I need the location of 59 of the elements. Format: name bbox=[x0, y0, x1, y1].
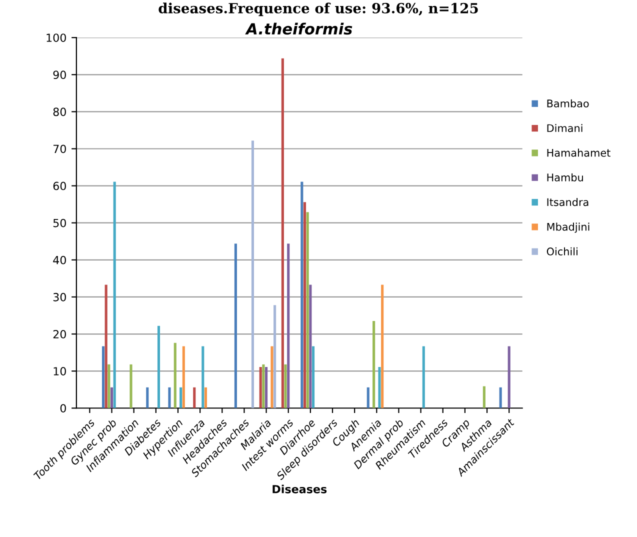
bar bbox=[499, 387, 502, 408]
bar bbox=[284, 364, 287, 408]
bar bbox=[262, 364, 265, 408]
bar bbox=[372, 321, 376, 408]
bar bbox=[102, 346, 105, 408]
bar bbox=[104, 284, 108, 408]
bar bbox=[259, 366, 262, 408]
y-tick-label: 70 bbox=[53, 144, 66, 154]
bar bbox=[270, 346, 274, 408]
bar bbox=[303, 202, 306, 408]
bar bbox=[146, 387, 149, 408]
bar bbox=[265, 366, 268, 408]
bar bbox=[157, 326, 160, 408]
bar bbox=[202, 346, 204, 408]
y-tick-label: 0 bbox=[60, 404, 66, 412]
legend-label: Mbadjini bbox=[547, 222, 590, 233]
bar bbox=[306, 212, 309, 408]
chart-title: A.theiformis bbox=[245, 22, 352, 35]
bar bbox=[281, 58, 284, 408]
bar bbox=[378, 366, 381, 408]
bar bbox=[309, 284, 312, 408]
x-axis-title: Diseases bbox=[272, 484, 327, 494]
y-tick-label: 10 bbox=[54, 367, 66, 376]
bar bbox=[182, 346, 185, 408]
y-tick-label: 80 bbox=[53, 108, 66, 116]
bar bbox=[482, 386, 486, 408]
bar bbox=[130, 364, 132, 408]
legend-label: Hamahamet bbox=[547, 148, 610, 157]
y-tick-label: 60 bbox=[53, 182, 66, 190]
bar bbox=[300, 182, 304, 408]
y-tick-label: 40 bbox=[53, 256, 66, 264]
bar bbox=[508, 346, 510, 408]
bar bbox=[251, 140, 254, 408]
legend-label: Itsandra bbox=[547, 198, 588, 206]
y-tick-label: 30 bbox=[53, 292, 66, 302]
y-tick-label: 50 bbox=[53, 218, 66, 228]
bar bbox=[422, 346, 425, 408]
legend-label: Hambu bbox=[547, 173, 583, 182]
bar bbox=[113, 182, 116, 408]
legend-label: Dimani bbox=[547, 124, 582, 132]
bar bbox=[174, 342, 176, 408]
bar bbox=[108, 364, 110, 408]
legend-label: Oichili bbox=[546, 247, 578, 256]
y-tick-label: 90 bbox=[53, 70, 66, 80]
bar bbox=[366, 387, 370, 408]
text: diseases.Frequence of use: 93.6%, n=125 bbox=[158, 2, 478, 16]
bar bbox=[110, 387, 114, 408]
bar bbox=[168, 387, 171, 408]
bar bbox=[312, 346, 315, 408]
bar bbox=[204, 387, 208, 408]
bar bbox=[234, 244, 237, 408]
bar bbox=[274, 305, 276, 408]
legend-label: Bambao bbox=[547, 99, 589, 108]
bar bbox=[180, 387, 182, 408]
y-tick-label: 20 bbox=[53, 330, 66, 338]
bar bbox=[193, 387, 196, 408]
bar bbox=[381, 284, 384, 408]
y-tick-label: 100 bbox=[46, 34, 66, 42]
bar bbox=[287, 244, 290, 408]
